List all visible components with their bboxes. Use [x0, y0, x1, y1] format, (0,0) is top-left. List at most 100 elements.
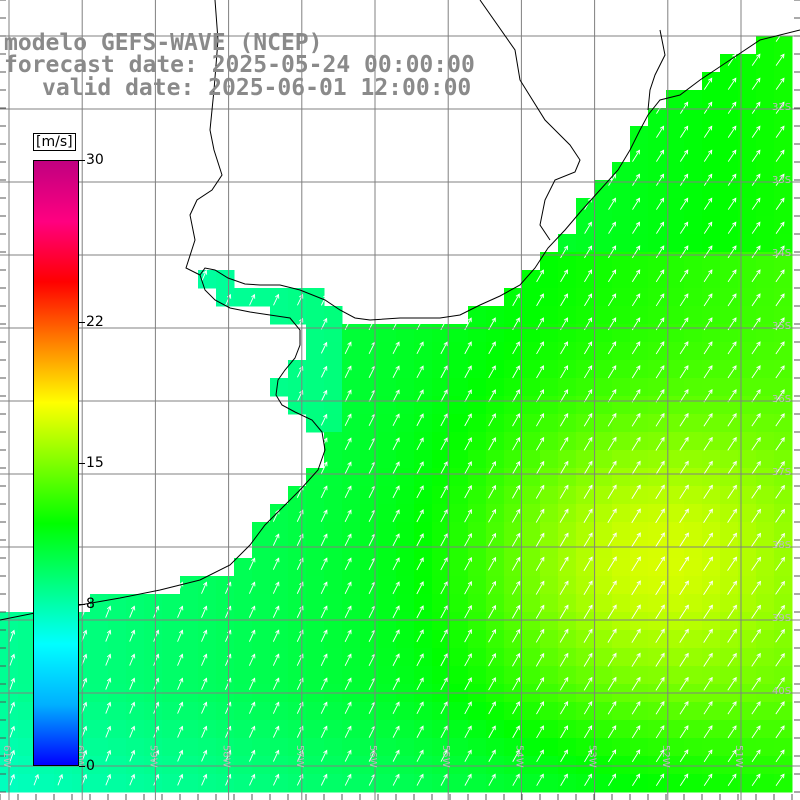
wind-speed-cell — [666, 756, 685, 775]
wind-speed-cell — [450, 720, 469, 739]
wind-speed-cell — [288, 522, 307, 541]
wind-speed-cell — [198, 756, 217, 775]
wind-speed-cell — [396, 378, 415, 397]
wind-arrow — [607, 293, 617, 307]
wind-speed-cell — [702, 486, 721, 505]
wind-speed-cell — [270, 666, 289, 685]
wind-speed-cell — [576, 360, 595, 379]
wind-speed-cell — [738, 234, 757, 253]
wind-speed-cell — [360, 432, 379, 451]
wind-speed-cell — [522, 648, 541, 667]
colorbar-tick-label: 0 — [86, 758, 95, 774]
wind-speed-cell — [594, 450, 613, 469]
wind-speed-cell — [432, 468, 451, 487]
wind-speed-cell — [396, 756, 415, 775]
wind-speed-cell — [774, 36, 793, 55]
wind-arrow — [679, 293, 689, 307]
wind-speed-cell — [378, 648, 397, 667]
wind-speed-cell — [720, 288, 739, 307]
wind-arrow — [751, 413, 761, 427]
wind-arrow — [775, 101, 785, 114]
wind-speed-cell — [774, 702, 793, 721]
wind-speed-cell — [90, 774, 109, 793]
wind-speed-cell — [558, 738, 577, 757]
wind-arrow — [775, 221, 785, 234]
wind-speed-cell — [270, 774, 289, 793]
wind-speed-cell — [612, 576, 631, 595]
wind-arrow — [703, 101, 713, 114]
wind-speed-cell — [486, 306, 505, 325]
wind-speed-cell — [702, 126, 721, 145]
wind-arrow — [464, 532, 472, 547]
wind-speed-cell — [612, 342, 631, 361]
wind-speed-cell — [342, 594, 361, 613]
wind-arrow — [560, 293, 568, 307]
wind-arrow — [560, 365, 569, 379]
wind-speed-cell — [306, 774, 325, 793]
wind-speed-cell — [306, 486, 325, 505]
wind-speed-cell — [504, 414, 523, 433]
wind-speed-cell — [486, 558, 505, 577]
wind-speed-cell — [360, 540, 379, 559]
wind-arrow — [272, 749, 280, 762]
wind-speed-cell — [360, 576, 379, 595]
wind-arrow — [153, 653, 160, 666]
wind-speed-cell — [630, 738, 649, 757]
wind-arrow — [464, 773, 472, 786]
wind-speed-cell — [90, 630, 109, 649]
wind-arrow — [488, 628, 496, 643]
wind-speed-cell — [594, 306, 613, 325]
wind-arrow — [751, 53, 761, 66]
wind-arrow — [249, 773, 256, 786]
wind-speed-cell — [666, 306, 685, 325]
wind-arrow — [249, 749, 256, 762]
wind-speed-cell — [288, 306, 307, 325]
wind-arrow — [727, 341, 737, 355]
wind-speed-cell — [666, 432, 685, 451]
wind-speed-cell — [378, 666, 397, 685]
wind-arrow — [775, 389, 785, 403]
wind-arrow — [655, 556, 665, 572]
wind-speed-cell — [18, 774, 37, 793]
wind-arrow — [416, 701, 424, 715]
wind-arrow — [559, 556, 569, 571]
wind-speed-cell — [702, 198, 721, 217]
latitude-label: 40S — [772, 686, 791, 697]
wind-speed-cells — [0, 36, 793, 793]
wind-arrow — [727, 77, 737, 90]
wind-speed-cell — [756, 558, 775, 577]
wind-speed-cell — [594, 486, 613, 505]
wind-speed-cell — [684, 486, 703, 505]
wind-speed-cell — [756, 180, 775, 199]
wind-arrow — [703, 412, 713, 427]
wind-speed-cell — [612, 252, 631, 271]
wind-speed-cell — [702, 234, 721, 253]
wind-speed-cell — [756, 36, 775, 55]
wind-speed-cell — [702, 90, 721, 109]
wind-speed-cell — [126, 594, 145, 613]
wind-speed-cell — [630, 252, 649, 271]
wind-speed-cell — [756, 720, 775, 739]
wind-speed-cell — [306, 378, 325, 397]
wind-speed-cell — [486, 450, 505, 469]
wind-arrow — [703, 749, 713, 763]
wind-speed-cell — [522, 558, 541, 577]
wind-arrow — [512, 701, 520, 715]
wind-arrow — [607, 604, 617, 620]
wind-arrow — [583, 508, 593, 523]
wind-arrow — [129, 725, 136, 738]
wind-arrow — [775, 628, 785, 643]
wind-arrow — [440, 413, 448, 427]
wind-speed-cell — [414, 414, 433, 433]
wind-arrow — [416, 773, 424, 786]
wind-speed-cell — [468, 360, 487, 379]
wind-speed-cell — [450, 612, 469, 631]
wind-speed-cell — [486, 486, 505, 505]
wind-speed-cell — [594, 378, 613, 397]
wind-speed-cell — [324, 324, 343, 343]
wind-speed-cell — [738, 666, 757, 685]
wind-speed-cell — [360, 594, 379, 613]
wind-speed-cell — [216, 630, 235, 649]
wind-arrow — [344, 485, 352, 499]
